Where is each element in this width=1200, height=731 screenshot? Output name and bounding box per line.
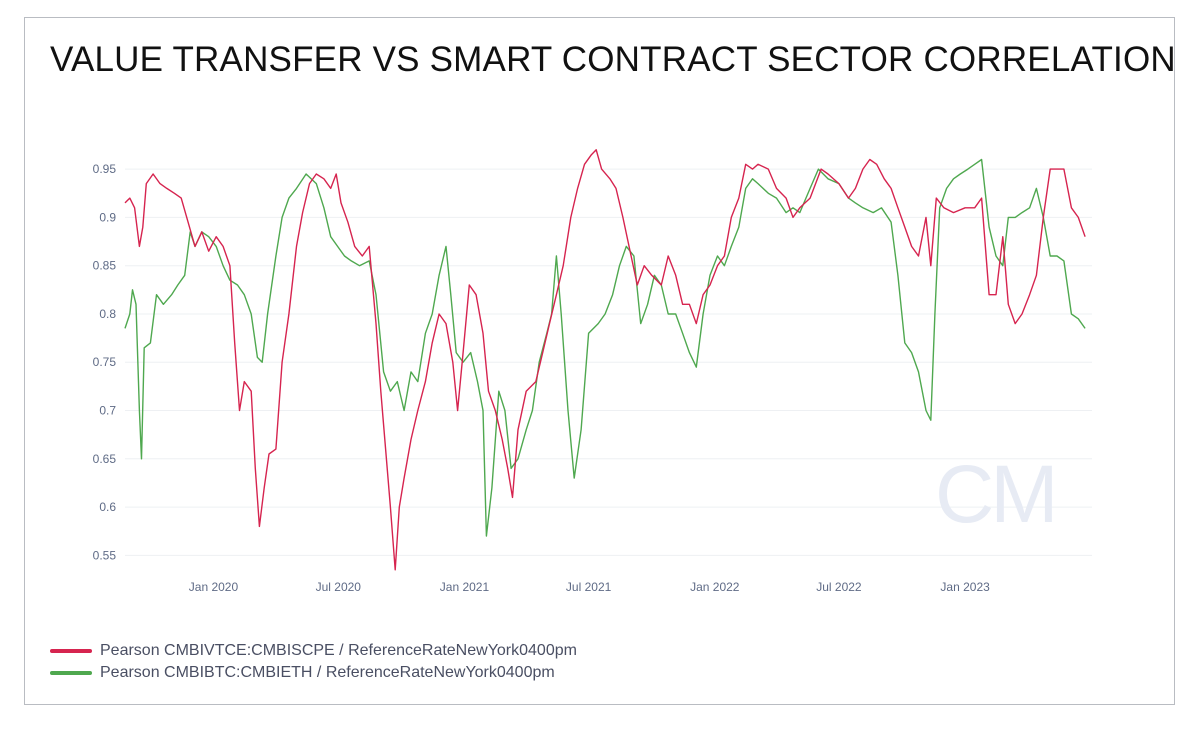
x-tick-label: Jul 2021	[566, 580, 612, 594]
x-axis-labels: Jan 2020 Jul 2020 Jan 2021 Jul 2021 Jan 2022…	[189, 580, 990, 594]
series-line-1	[124, 149, 1086, 571]
y-tick-label: 0.9	[99, 210, 116, 224]
chart-card	[24, 17, 1175, 705]
legend-swatch-series-2	[50, 671, 92, 675]
y-tick-label: 0.55	[93, 548, 117, 562]
legend-swatch-series-1	[50, 649, 92, 653]
y-tick-label: 0.7	[99, 404, 116, 418]
y-tick-label: 0.8	[99, 307, 116, 321]
legend: Pearson CMBIVTCE:CMBISCPE / ReferenceRat…	[50, 640, 577, 684]
legend-item-series-1[interactable]: Pearson CMBIVTCE:CMBISCPE / ReferenceRat…	[50, 640, 577, 662]
y-axis-labels: 0.55 0.6 0.65 0.7 0.75 0.8 0.85 0.9 0.95	[93, 162, 117, 562]
series-lines	[124, 149, 1086, 571]
y-tick-label: 0.85	[93, 259, 117, 273]
legend-label-series-2: Pearson CMBIBTC:CMBIETH / ReferenceRateN…	[100, 664, 555, 681]
cm-watermark-logo: CM	[935, 449, 1055, 540]
x-tick-label: Jul 2022	[816, 580, 862, 594]
x-tick-label: Jan 2021	[440, 580, 490, 594]
x-tick-label: Jan 2022	[690, 580, 740, 594]
x-tick-label: Jan 2020	[189, 580, 239, 594]
y-tick-label: 0.6	[99, 500, 116, 514]
y-tick-label: 0.95	[93, 162, 117, 176]
x-tick-label: Jul 2020	[316, 580, 362, 594]
legend-item-series-2[interactable]: Pearson CMBIBTC:CMBIETH / ReferenceRateN…	[50, 662, 577, 684]
y-tick-label: 0.65	[93, 452, 117, 466]
y-tick-label: 0.75	[93, 355, 117, 369]
series-line-2	[124, 158, 1086, 537]
legend-label-series-1: Pearson CMBIVTCE:CMBISCPE / ReferenceRat…	[100, 642, 577, 659]
chart-title: VALUE TRANSFER VS SMART CONTRACT SECTOR …	[50, 40, 1176, 79]
x-tick-label: Jan 2023	[940, 580, 990, 594]
